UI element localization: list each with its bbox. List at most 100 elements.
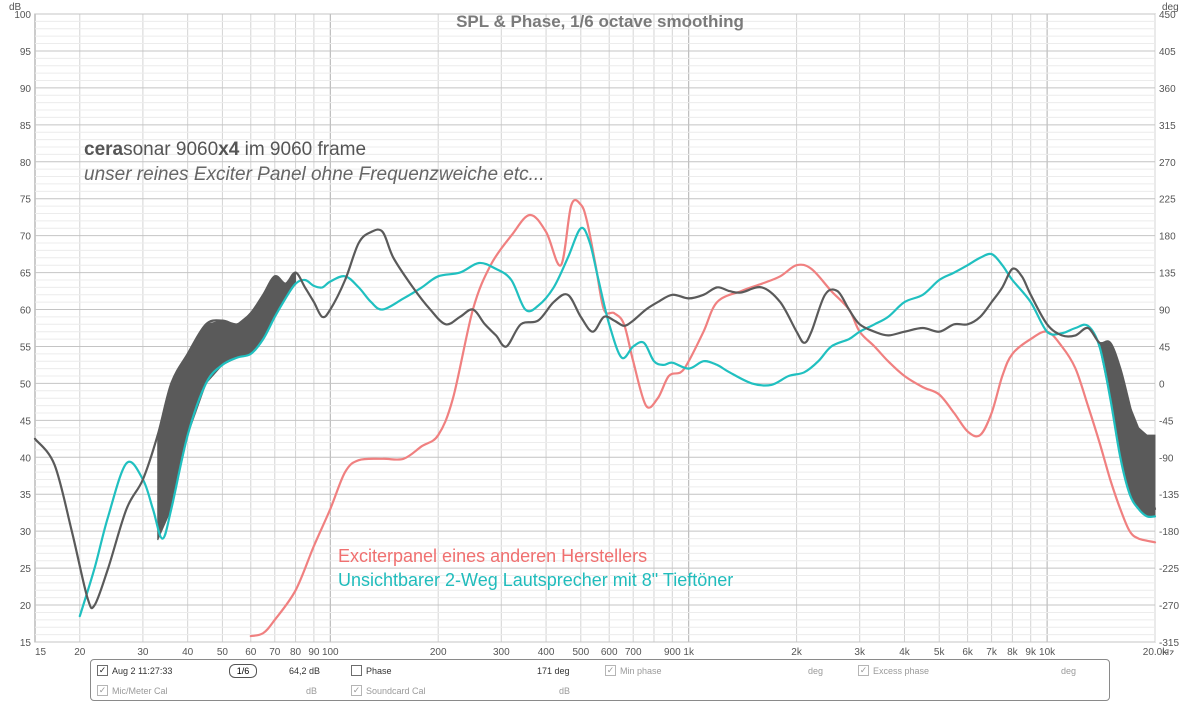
x-tick-label: 9k bbox=[1025, 647, 1037, 655]
annotation-subtitle: unser reines Exciter Panel ohne Frequenz… bbox=[84, 164, 544, 185]
minphase-unit: deg bbox=[808, 666, 824, 676]
spl-phase-chart: 100 95 90 85 80 75 70 65 60 55 50 45 40 35 30 25 20 15 45… bbox=[9, 2, 1180, 655]
annotation-title-bold1: cera bbox=[84, 139, 124, 160]
left-tick-label: 60 bbox=[20, 306, 32, 317]
smoothing-value: 64,2 dB bbox=[289, 666, 321, 676]
right-tick-label: -180 bbox=[1159, 527, 1179, 538]
right-tick-label: 135 bbox=[1159, 269, 1176, 280]
axis-unit-hz: Hz bbox=[1162, 648, 1174, 655]
soundcard-checkbox[interactable]: ✓ bbox=[351, 685, 362, 696]
x-tick-label: 300 bbox=[493, 647, 510, 655]
right-tick-label: 405 bbox=[1159, 47, 1176, 58]
left-axis-ticks: 100 95 90 85 80 75 70 65 60 55 50 45 40 35 30 25 20 15 bbox=[14, 10, 31, 649]
left-tick-label: 75 bbox=[20, 195, 32, 206]
x-tick-label: 100 bbox=[322, 647, 339, 655]
axis-unit-db: dB bbox=[9, 2, 22, 13]
x-tick-label: 1k bbox=[683, 647, 695, 655]
mic-unit: dB bbox=[306, 686, 318, 696]
measurement-legend-panel: ✓ Aug 2 11:27:33 1/6 64,2 dB Phase 171 d… bbox=[90, 659, 1110, 701]
series-line-2way-speaker bbox=[78, 226, 1157, 618]
mic-checkbox[interactable]: ✓ bbox=[97, 685, 108, 696]
left-tick-label: 35 bbox=[20, 490, 32, 501]
series-lines bbox=[33, 198, 1157, 638]
left-tick-label: 15 bbox=[20, 638, 32, 649]
x-tick-label: 900 bbox=[664, 647, 681, 655]
x-tick-label: 50 bbox=[217, 647, 229, 655]
left-tick-label: 85 bbox=[20, 121, 32, 132]
x-tick-label: 20,0k bbox=[1143, 647, 1168, 655]
annotation-title: cerasonar 9060x4 im 9060 frame bbox=[84, 139, 366, 160]
x-tick-label: 700 bbox=[625, 647, 642, 655]
x-tick-label: 60 bbox=[245, 647, 257, 655]
annotation-title-bold2: x4 bbox=[218, 139, 240, 160]
x-tick-label: 6k bbox=[962, 647, 974, 655]
axis-unit-deg: deg bbox=[1162, 2, 1179, 13]
x-tick-label: 30 bbox=[137, 647, 149, 655]
annotation-title-normal2: im 9060 frame bbox=[239, 139, 366, 160]
x-tick-label: 600 bbox=[601, 647, 618, 655]
phase-label: Phase bbox=[366, 666, 392, 676]
left-tick-label: 30 bbox=[20, 527, 32, 538]
right-tick-label: -315 bbox=[1159, 638, 1179, 649]
right-tick-label: -90 bbox=[1159, 453, 1174, 464]
mic-label: Mic/Meter Cal bbox=[112, 686, 168, 696]
legend-label-red: Exciterpanel eines anderen Herstellers bbox=[338, 546, 647, 566]
left-tick-label: 70 bbox=[20, 232, 32, 243]
smoothing-indicator[interactable]: 1/6 bbox=[229, 664, 257, 678]
x-tick-label: 4k bbox=[899, 647, 911, 655]
left-tick-label: 40 bbox=[20, 453, 32, 464]
series-line-cerasonar bbox=[33, 228, 1157, 610]
left-tick-label: 50 bbox=[20, 379, 32, 390]
soundcard-unit: dB bbox=[559, 686, 571, 696]
x-tick-label: 10k bbox=[1039, 647, 1056, 655]
minphase-label: Min phase bbox=[620, 666, 662, 676]
right-tick-label: 270 bbox=[1159, 158, 1176, 169]
x-tick-label: 7k bbox=[986, 647, 998, 655]
series-line-exciter-other bbox=[249, 198, 1157, 638]
minphase-checkbox[interactable]: ✓ bbox=[605, 665, 616, 676]
x-tick-label: 500 bbox=[572, 647, 589, 655]
right-tick-label: 360 bbox=[1159, 84, 1176, 95]
right-axis-ticks: 45040536031527022518013590450-45-90-135-… bbox=[1159, 10, 1179, 649]
right-tick-label: 225 bbox=[1159, 195, 1176, 206]
right-tick-label: -135 bbox=[1159, 490, 1179, 501]
right-tick-label: 45 bbox=[1159, 342, 1171, 353]
x-tick-label: 200 bbox=[430, 647, 447, 655]
left-tick-label: 20 bbox=[20, 601, 32, 612]
left-tick-label: 25 bbox=[20, 564, 32, 575]
left-tick-label: 100 bbox=[14, 10, 31, 21]
right-tick-label: 180 bbox=[1159, 232, 1176, 243]
soundcard-label: Soundcard Cal bbox=[366, 686, 426, 696]
x-tick-label: 2k bbox=[791, 647, 803, 655]
x-tick-label: 90 bbox=[308, 647, 320, 655]
excess-checkbox[interactable]: ✓ bbox=[858, 665, 869, 676]
right-tick-label: 90 bbox=[1159, 306, 1171, 317]
item1-label: Aug 2 11:27:33 bbox=[112, 666, 173, 676]
left-tick-label: 55 bbox=[20, 342, 32, 353]
annotation-title-normal1: sonar 9060 bbox=[123, 139, 218, 160]
right-tick-label: -45 bbox=[1159, 416, 1174, 427]
phase-checkbox[interactable] bbox=[351, 665, 362, 676]
x-tick-label: 15 bbox=[35, 647, 47, 655]
x-tick-label: 20 bbox=[74, 647, 86, 655]
x-tick-label: 40 bbox=[182, 647, 194, 655]
right-tick-label: -225 bbox=[1159, 564, 1179, 575]
excess-unit: deg bbox=[1061, 666, 1077, 676]
chart-title: SPL & Phase, 1/6 octave smoothing bbox=[456, 12, 744, 31]
right-tick-label: -270 bbox=[1159, 601, 1179, 612]
excess-label: Excess phase bbox=[873, 666, 930, 676]
left-tick-label: 90 bbox=[20, 84, 32, 95]
x-axis-ticks: 15 20 30 40 50 60 70 80 90 100 200 300 400 500 600 700 9… bbox=[35, 647, 1168, 655]
x-tick-label: 5k bbox=[934, 647, 946, 655]
left-tick-label: 65 bbox=[20, 269, 32, 280]
phase-value: 171 deg bbox=[537, 666, 570, 676]
item1-checkbox[interactable]: ✓ bbox=[97, 665, 108, 676]
right-tick-label: 0 bbox=[1159, 379, 1165, 390]
x-tick-label: 400 bbox=[538, 647, 555, 655]
x-tick-label: 3k bbox=[854, 647, 866, 655]
left-tick-label: 95 bbox=[20, 47, 32, 58]
x-tick-label: 80 bbox=[290, 647, 302, 655]
x-tick-label: 70 bbox=[269, 647, 281, 655]
right-tick-label: 315 bbox=[1159, 121, 1176, 132]
legend-label-cyan: Unsichtbarer 2-Weg Lautsprecher mit 8" T… bbox=[338, 570, 733, 590]
